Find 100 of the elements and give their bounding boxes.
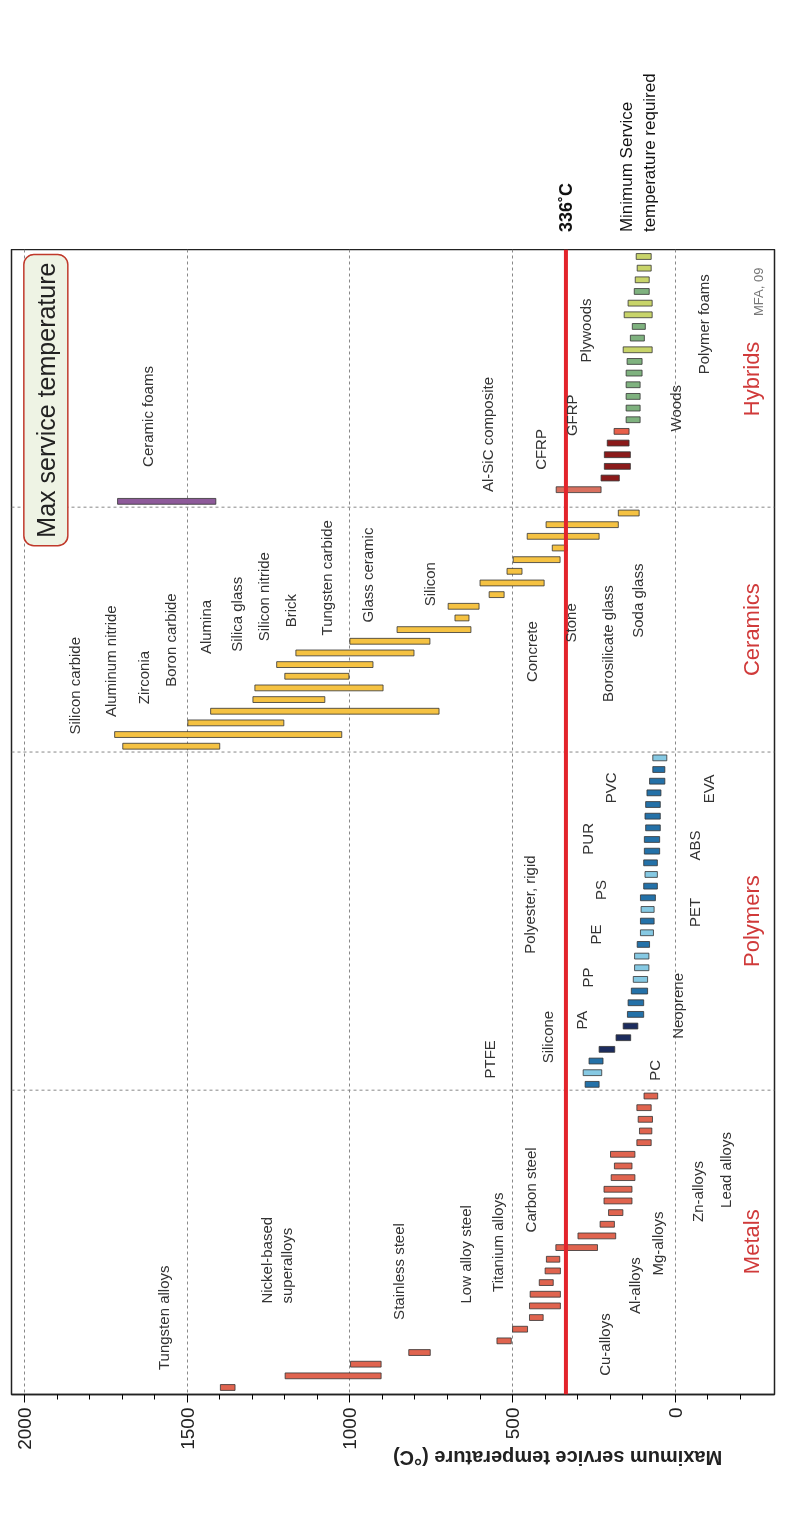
bar	[488, 591, 505, 598]
bar	[636, 1139, 652, 1146]
bar	[284, 672, 350, 680]
bar	[252, 696, 326, 703]
x-tick-label: 0	[664, 1407, 686, 1419]
annotation: Boron carbide	[162, 593, 180, 687]
bar	[635, 253, 652, 260]
bar	[652, 766, 666, 773]
bar	[584, 1081, 600, 1088]
bar	[634, 276, 650, 284]
annotation: Tungsten carbide	[317, 520, 335, 636]
annotation: PTFE	[480, 1040, 498, 1079]
annotation: PA	[572, 1010, 590, 1030]
bar	[623, 311, 653, 319]
bar	[603, 463, 631, 470]
bar	[555, 486, 602, 494]
annotation: Polymer foams	[695, 274, 713, 375]
annotation: Carbon steel	[521, 1147, 539, 1233]
annotation: Silicon	[421, 562, 439, 607]
bar	[643, 836, 661, 843]
annotation: PUR	[578, 822, 596, 855]
annotation: Alumina	[197, 599, 215, 655]
bar	[637, 1116, 653, 1123]
bar	[625, 369, 643, 377]
annotation: CFRP	[531, 429, 549, 470]
bar	[603, 1185, 633, 1193]
bar	[639, 1127, 653, 1135]
bar	[479, 579, 545, 587]
bar	[219, 1384, 236, 1391]
bar	[506, 568, 523, 575]
annotation: Stainless steel	[389, 1223, 407, 1320]
bar	[526, 533, 600, 540]
annotation: MFA, 09	[750, 267, 766, 316]
annotation: Brick	[282, 593, 300, 628]
text: Hybrids	[739, 341, 765, 417]
bar	[210, 707, 440, 715]
annotation: PET	[686, 897, 704, 927]
x-axis-title: Maximum service temperature (°C)	[392, 1446, 723, 1469]
bar	[187, 719, 285, 727]
annotation: Mg-alloys	[649, 1211, 667, 1276]
annotation: Zirconia	[134, 650, 152, 705]
bar	[603, 451, 631, 459]
annotation: Concrete	[522, 621, 540, 683]
bar	[614, 1162, 633, 1170]
annotation: Silica glass	[227, 576, 245, 652]
annotation: Tungsten alloys	[155, 1265, 173, 1371]
bar	[610, 1150, 636, 1158]
annotation: Lead alloys	[716, 1132, 734, 1208]
annotation: Titanium alloys	[488, 1192, 506, 1292]
bar	[615, 1034, 632, 1042]
bar	[634, 952, 650, 960]
annotation: Nickel-based superalloys	[257, 1216, 296, 1304]
bar	[625, 404, 641, 412]
annotation: Glass ceramic	[358, 527, 376, 623]
annotation: GFRP	[562, 394, 580, 437]
bar	[577, 1232, 617, 1240]
bar	[529, 1302, 561, 1310]
annotation: PC	[646, 1059, 664, 1081]
ref-line-label: 336˚C	[555, 183, 576, 233]
annotation: Stone	[561, 603, 579, 643]
bar	[646, 789, 662, 797]
bar	[627, 1011, 645, 1018]
bar	[640, 894, 656, 902]
bar	[640, 906, 655, 913]
bar	[622, 1022, 639, 1030]
bar	[349, 637, 431, 645]
annotation: PS	[591, 880, 609, 901]
bar	[295, 649, 415, 657]
bar	[114, 731, 343, 738]
x-tick-label: 500	[502, 1407, 524, 1440]
bar	[122, 742, 221, 750]
bar	[631, 323, 646, 330]
bar	[626, 358, 643, 365]
bar	[625, 416, 641, 424]
annotation: Silicone	[538, 1010, 556, 1064]
bar	[529, 1290, 561, 1298]
annotation: Plywoods	[576, 298, 594, 363]
bar	[644, 871, 658, 878]
bar	[608, 1209, 624, 1216]
bar	[613, 428, 630, 435]
text: Max service temperature	[31, 262, 60, 538]
bar	[643, 1092, 659, 1100]
bar	[644, 812, 661, 820]
bar	[600, 474, 620, 482]
bar	[496, 1337, 512, 1345]
bar	[640, 917, 655, 925]
annotation: Borosilicate glass	[599, 585, 617, 702]
annotation: PP	[578, 967, 596, 988]
bar	[632, 976, 648, 983]
bar	[117, 498, 217, 505]
bar	[254, 684, 384, 692]
bar	[588, 1057, 604, 1065]
annotation: Soda glass	[628, 563, 646, 638]
bar	[603, 1197, 633, 1205]
bar	[627, 299, 653, 307]
bar	[512, 556, 561, 563]
bar	[643, 859, 658, 867]
bar	[625, 381, 641, 389]
bar	[284, 1372, 382, 1380]
bar	[640, 929, 654, 937]
